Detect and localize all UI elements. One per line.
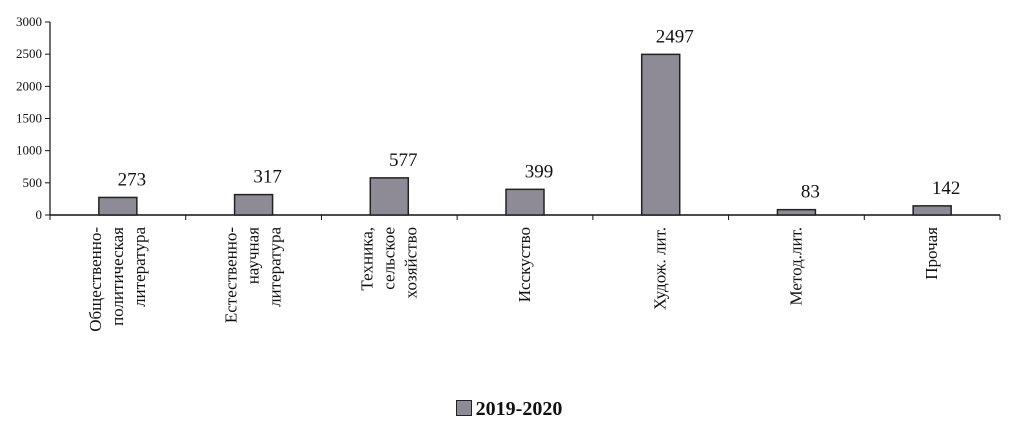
y-tick-label: 500 bbox=[23, 175, 43, 190]
category-label-line: Худож. лит. bbox=[651, 227, 670, 310]
x-axis bbox=[49, 214, 1001, 220]
category-label-line: литература bbox=[130, 227, 149, 307]
category-label-line: хозяйство bbox=[401, 227, 420, 298]
legend: 2019-2020 bbox=[0, 398, 1018, 421]
y-tick-label: 1000 bbox=[16, 143, 42, 158]
category-labels: Общественно-политическая литература Естест… bbox=[86, 227, 941, 332]
bar-chart: 0 500 1000 1500 2000 2500 3000 273 317 577 399 249… bbox=[16, 14, 1001, 332]
bar bbox=[912, 205, 952, 216]
category-label-line: Естественно- bbox=[222, 227, 241, 323]
category-label-line: Прочая bbox=[922, 227, 941, 280]
category-label: Техника, сельское хозяйство bbox=[357, 227, 420, 298]
category-label-line: политическая bbox=[108, 227, 127, 326]
data-labels: 273 317 577 399 2497 83 142 bbox=[118, 26, 961, 202]
legend-label: 2019-2020 bbox=[475, 398, 563, 420]
data-label: 317 bbox=[253, 167, 282, 188]
y-tick-label: 0 bbox=[36, 207, 43, 222]
bar-series bbox=[98, 53, 952, 216]
data-label: 273 bbox=[118, 169, 147, 190]
category-label-line: Общественно- bbox=[86, 227, 105, 332]
category-label: Исскуство bbox=[515, 227, 534, 302]
bar bbox=[505, 188, 545, 216]
y-axis: 0 500 1000 1500 2000 2500 3000 bbox=[16, 14, 51, 222]
y-tick-label: 3000 bbox=[16, 14, 42, 29]
category-label-line: Исскуство bbox=[515, 227, 534, 302]
category-label-line: Техника, bbox=[357, 227, 376, 291]
bar bbox=[640, 53, 681, 216]
category-label: Прочая bbox=[922, 227, 941, 280]
category-label-line: литература bbox=[266, 227, 285, 307]
bar bbox=[233, 193, 274, 216]
data-label: 142 bbox=[932, 178, 961, 199]
bar bbox=[776, 208, 817, 216]
category-label: Метод.лит. bbox=[786, 227, 805, 306]
category-label-line: сельское bbox=[379, 227, 398, 290]
category-label: Худож. лит. bbox=[651, 227, 670, 310]
data-label: 577 bbox=[389, 150, 418, 171]
category-label-line: Метод.лит. bbox=[786, 227, 805, 306]
category-label: Естественно-научная литература bbox=[222, 227, 285, 324]
data-label: 399 bbox=[525, 161, 554, 182]
category-label-line: научная bbox=[244, 227, 263, 284]
bar bbox=[369, 177, 410, 216]
y-tick-label: 2000 bbox=[16, 78, 42, 93]
data-label: 83 bbox=[801, 182, 820, 203]
legend-swatch bbox=[455, 400, 472, 416]
y-tick-label: 1500 bbox=[16, 111, 42, 126]
y-tick-label: 2500 bbox=[16, 46, 42, 61]
category-label: Общественно-политическая литература bbox=[86, 227, 149, 332]
bar bbox=[98, 196, 138, 216]
data-label: 2497 bbox=[656, 26, 694, 47]
